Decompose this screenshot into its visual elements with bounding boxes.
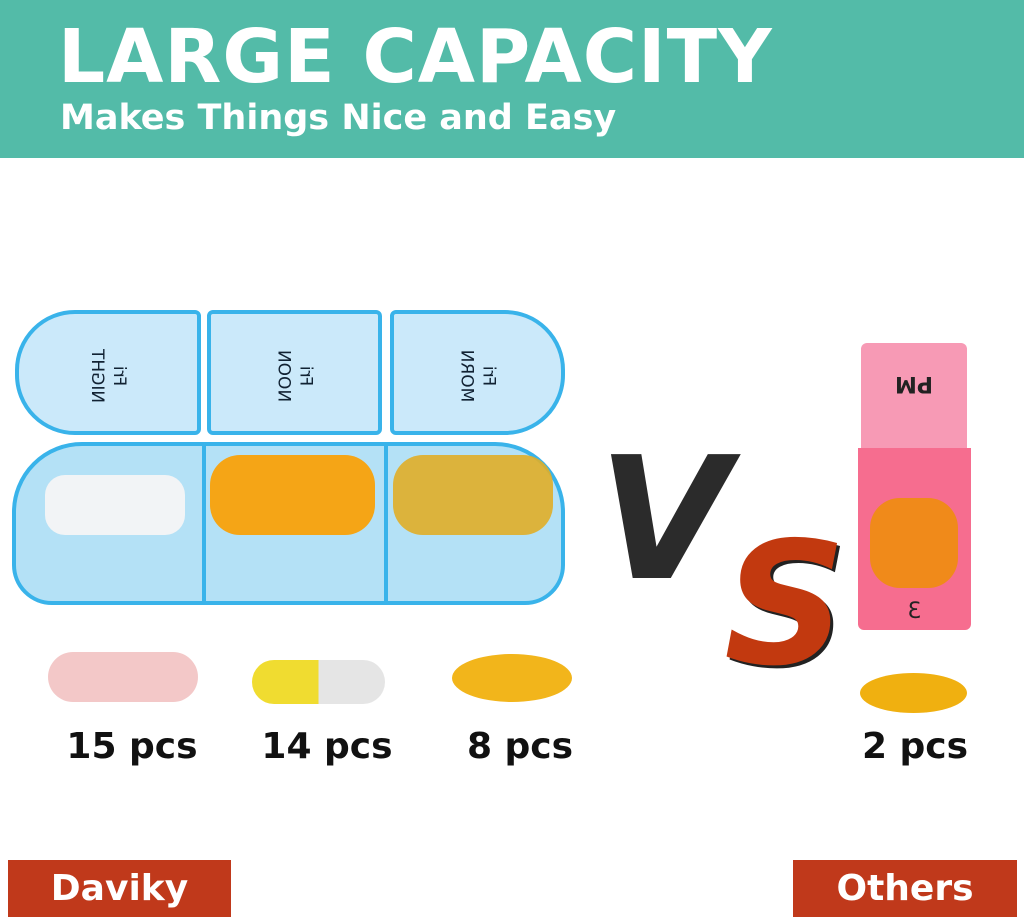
count-capsules: 14 pcs: [261, 726, 393, 767]
lid-morn: Fri MORN: [390, 310, 565, 435]
lid-day: Fri: [109, 365, 129, 387]
yellow-capsules: [210, 455, 375, 535]
others-base: 3: [858, 448, 971, 630]
count-softgels: 8 pcs: [466, 726, 574, 767]
lid-time: NOON: [273, 349, 294, 403]
lid-time: NIGHT: [87, 348, 107, 404]
headline: LARGE CAPACITY: [58, 14, 773, 100]
lid-night: Fri NIGHT: [15, 310, 201, 435]
vs-letter-s: S: [724, 506, 847, 704]
lid-day: Fri: [478, 365, 499, 387]
others-lid: PM: [861, 343, 967, 448]
divider: [202, 442, 206, 605]
subheadline: Makes Things Nice and Easy: [60, 98, 617, 138]
others-softgels: [870, 498, 958, 588]
tablet-sample: [48, 652, 198, 702]
others-softgel-sample: [860, 673, 967, 713]
white-tablets: [45, 475, 185, 535]
lid-label: PM: [894, 371, 934, 396]
count-tablets: 15 pcs: [66, 726, 198, 767]
label-others: Others: [793, 860, 1017, 917]
count-others: 2 pcs: [861, 726, 969, 767]
label-daviky: Daviky: [8, 860, 231, 917]
divider: [384, 442, 388, 605]
softgels: [393, 455, 553, 535]
softgel-sample: [452, 654, 572, 702]
header-banner: LARGE CAPACITY Makes Things Nice and Eas…: [0, 0, 1024, 158]
lid-time: MORN: [456, 349, 477, 403]
lid-noon: Fri NOON: [207, 310, 382, 435]
vs-letter-v: V: [598, 421, 730, 619]
compartment-number: 3: [907, 599, 922, 624]
capsule-sample: [252, 660, 385, 704]
lid-day: Fri: [295, 365, 316, 387]
